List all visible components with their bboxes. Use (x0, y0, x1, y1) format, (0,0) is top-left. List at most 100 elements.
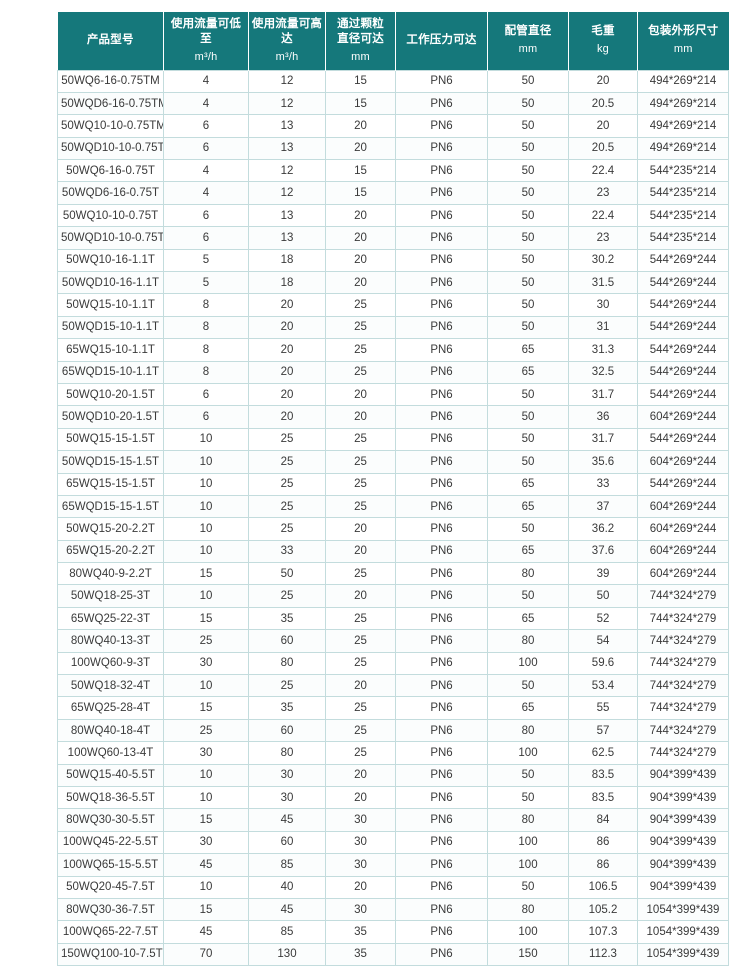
cell-package: 544*269*244 (637, 427, 729, 452)
cell-pipe_dia: 80 (487, 808, 569, 832)
cell-package: 604*269*244 (637, 450, 729, 474)
cell-package: 744*324*279 (637, 696, 729, 720)
cell-flow_max: 18 (248, 271, 326, 295)
cell-package: 544*235*214 (637, 203, 729, 228)
cell-particle: 25 (325, 696, 396, 720)
cell-model: 50WQ6-16-0.75T (57, 159, 164, 183)
cell-weight: 31 (568, 315, 638, 340)
cell-pipe_dia: 100 (487, 651, 569, 676)
cell-package: 904*399*439 (637, 875, 729, 899)
column-header-weight: 毛重 kg (568, 12, 638, 70)
cell-flow_max: 25 (248, 450, 326, 474)
cell-flow_min: 10 (163, 494, 249, 519)
cell-particle: 25 (325, 338, 396, 362)
column-header-unit: m³/h (275, 50, 299, 63)
cell-model: 80WQ40-13-3T (57, 629, 164, 653)
cell-model: 50WQD10-10-0.75TM (57, 136, 164, 161)
cell-pressure: PN6 (395, 584, 488, 608)
cell-package: 604*269*244 (637, 405, 729, 429)
cell-flow_max: 45 (248, 897, 326, 922)
cell-flow_min: 25 (163, 629, 249, 653)
column-header-label: 产品型号 (86, 34, 134, 47)
table-row: 65WQ15-15-1.5T 10 25 25 PN6 65 33 544*269*244 (57, 472, 729, 496)
cell-flow_min: 10 (163, 584, 249, 608)
cell-pressure: PN6 (395, 91, 488, 116)
cell-particle: 30 (325, 808, 396, 832)
cell-flow_min: 15 (163, 897, 249, 922)
cell-particle: 25 (325, 315, 396, 340)
cell-pipe_dia: 50 (487, 785, 569, 810)
cell-flow_max: 13 (248, 136, 326, 161)
cell-package: 744*324*279 (637, 584, 729, 608)
cell-flow_max: 60 (248, 830, 326, 855)
table-row: 65WQD15-15-1.5T 10 25 25 PN6 65 37 604*269*244 (57, 494, 729, 519)
cell-flow_min: 15 (163, 562, 249, 586)
table-row: 50WQ6-16-0.75TM 4 12 15 PN6 50 20 494*269*214 (57, 69, 729, 93)
cell-pressure: PN6 (395, 741, 488, 765)
column-header-unit: mm (673, 43, 693, 56)
cell-flow_min: 30 (163, 830, 249, 855)
cell-flow_max: 30 (248, 763, 326, 788)
cell-flow_min: 6 (163, 382, 249, 407)
cell-flow_max: 60 (248, 629, 326, 653)
cell-model: 150WQ100-10-7.5T (57, 942, 164, 966)
cell-pipe_dia: 65 (487, 539, 569, 564)
table-row: 50WQ6-16-0.75T 4 12 15 PN6 50 22.4 544*235*214 (57, 159, 729, 183)
table-row: 50WQ15-20-2.2T 10 25 20 PN6 50 36.2 604*269*244 (57, 517, 729, 541)
cell-package: 604*269*244 (637, 494, 729, 519)
cell-particle: 20 (325, 584, 396, 608)
page-root: 产品型号 使用流量可低至 m³/h 使用流量可高达 m³/h 通过颗粒 直径可达 mm 工作压力… (57, 12, 729, 966)
cell-pressure: PN6 (395, 405, 488, 429)
cell-model: 65WQ15-20-2.2T (57, 539, 164, 564)
cell-pressure: PN6 (395, 875, 488, 899)
cell-particle: 30 (325, 897, 396, 922)
cell-flow_min: 15 (163, 696, 249, 720)
cell-flow_max: 20 (248, 382, 326, 407)
cell-pipe_dia: 65 (487, 472, 569, 496)
cell-flow_min: 10 (163, 875, 249, 899)
table-header: 产品型号 使用流量可低至 m³/h 使用流量可高达 m³/h 通过颗粒 直径可达 mm 工作压力… (57, 12, 729, 70)
cell-pressure: PN6 (395, 248, 488, 273)
cell-package: 904*399*439 (637, 785, 729, 810)
cell-flow_max: 35 (248, 696, 326, 720)
table-row: 150WQ100-10-7.5T 70 130 35 PN6 150 112.3 1054*3… (57, 942, 729, 966)
cell-flow_max: 60 (248, 718, 326, 743)
column-header-unit: kg (596, 43, 610, 56)
table-row: 65WQ25-22-3T 15 35 25 PN6 65 52 744*324*279 (57, 606, 729, 631)
cell-flow_max: 20 (248, 360, 326, 384)
cell-package: 604*269*244 (637, 539, 729, 564)
column-header-unit: mm (351, 50, 370, 63)
cell-flow_min: 6 (163, 203, 249, 228)
cell-package: 744*324*279 (637, 674, 729, 698)
column-header-package: 包装外形尺寸 mm (637, 12, 729, 70)
cell-pressure: PN6 (395, 763, 488, 788)
column-header-label: 工作压力可达 (406, 34, 477, 47)
cell-model: 65WQD15-15-1.5T (57, 494, 164, 519)
cell-pressure: PN6 (395, 674, 488, 698)
cell-pressure: PN6 (395, 226, 488, 250)
cell-flow_min: 10 (163, 472, 249, 496)
cell-pressure: PN6 (395, 271, 488, 295)
cell-particle: 25 (325, 718, 396, 743)
cell-package: 744*324*279 (637, 629, 729, 653)
table-row: 50WQ10-20-1.5T 6 20 20 PN6 50 31.7 544*269*244 (57, 382, 729, 407)
cell-weight: 36 (568, 405, 638, 429)
cell-model: 50WQD6-16-0.75TM (57, 91, 164, 116)
cell-flow_min: 5 (163, 248, 249, 273)
cell-flow_max: 13 (248, 114, 326, 138)
cell-particle: 20 (325, 405, 396, 429)
cell-pressure: PN6 (395, 114, 488, 138)
cell-weight: 37 (568, 494, 638, 519)
cell-flow_max: 130 (248, 942, 326, 966)
cell-weight: 84 (568, 808, 638, 832)
cell-pipe_dia: 100 (487, 853, 569, 877)
column-header-label: 使用流量可低至 (170, 17, 242, 45)
cell-package: 744*324*279 (637, 651, 729, 676)
cell-pressure: PN6 (395, 494, 488, 519)
table-row: 100WQ60-13-4T 30 80 25 PN6 100 62.5 744*324*279 (57, 741, 729, 765)
cell-pipe_dia: 80 (487, 897, 569, 922)
table-row: 50WQD10-10-0.75TM 6 13 20 PN6 50 20.5 494*269*2… (57, 136, 729, 161)
table-row: 100WQ45-22-5.5T 30 60 30 PN6 100 86 904*399*439 (57, 830, 729, 855)
cell-flow_max: 85 (248, 920, 326, 944)
cell-package: 1054*399*439 (637, 897, 729, 922)
